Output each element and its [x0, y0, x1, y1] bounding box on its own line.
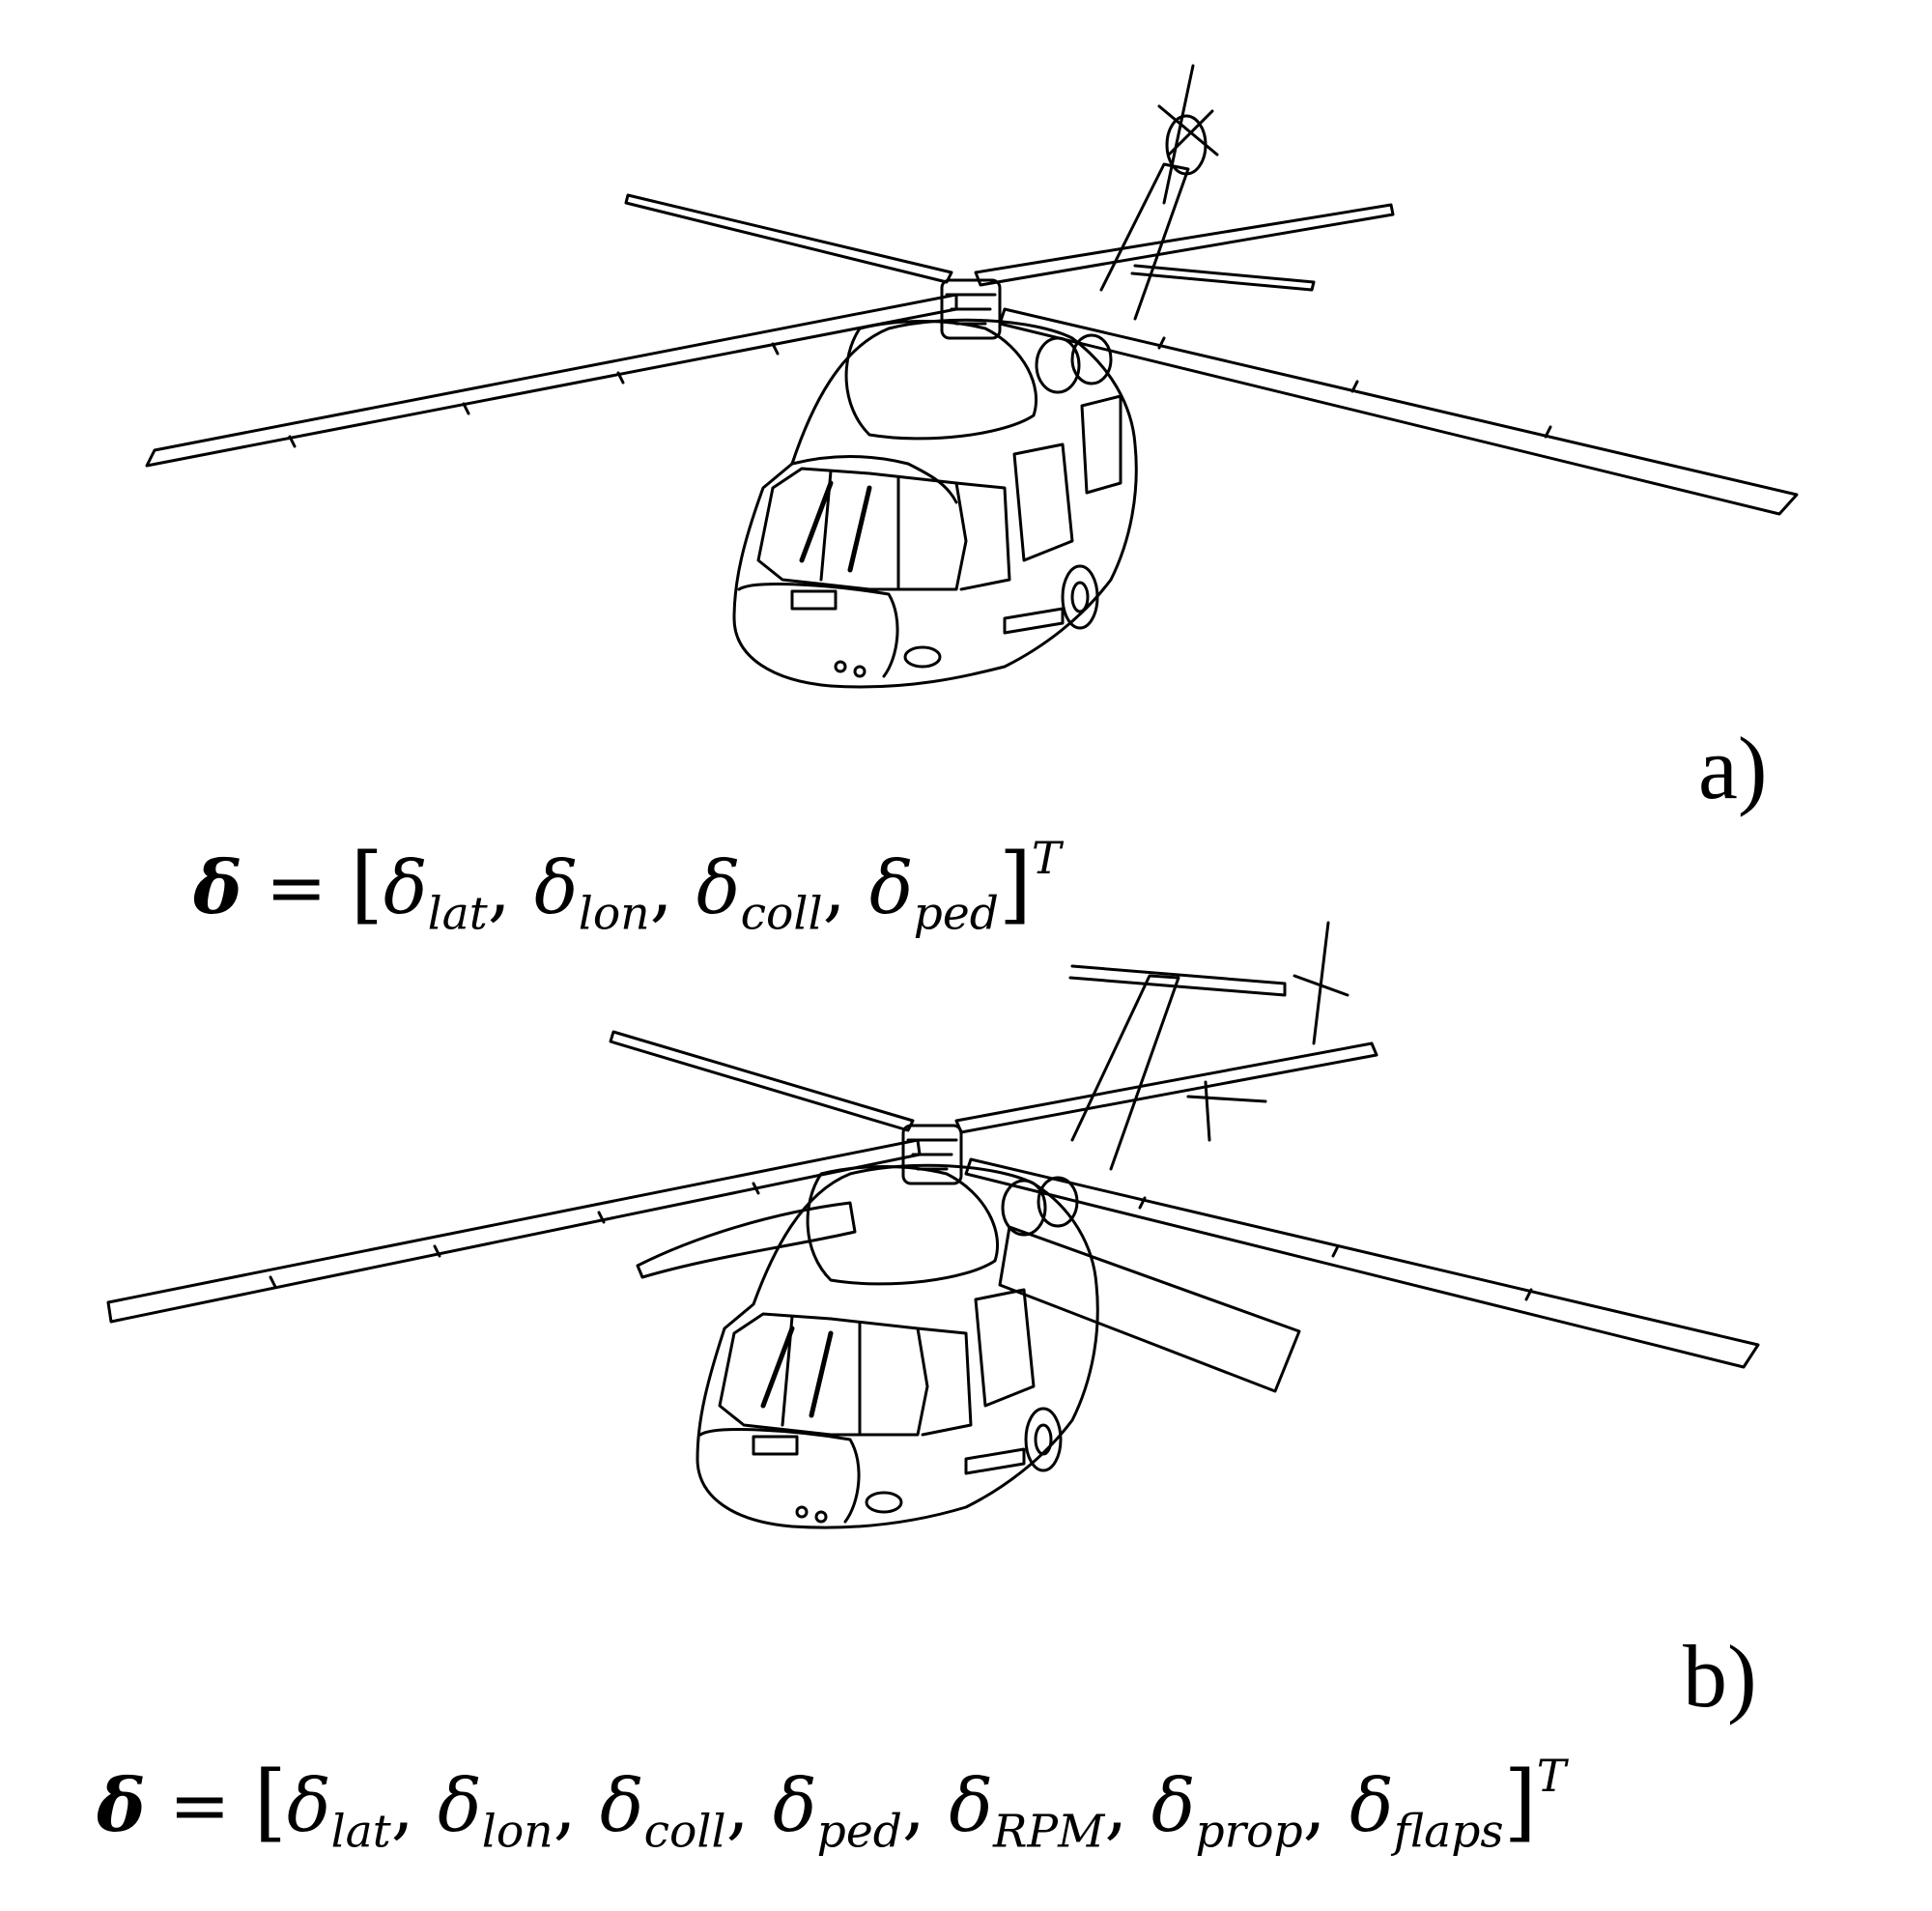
eq-term-symbol: δ	[696, 844, 741, 931]
rotor-blade-a-right-long	[998, 307, 1799, 516]
landing-wheel-a	[1061, 564, 1099, 630]
windscreen-b	[718, 1312, 929, 1437]
tail-rotor-b	[1293, 921, 1350, 1045]
eq-term-subscript: RPM	[992, 1805, 1105, 1859]
nose-b	[698, 1428, 861, 1524]
eq-term-subscript: flaps	[1393, 1805, 1504, 1859]
eq-term-symbol: δ	[949, 1762, 993, 1849]
eq-term: δped	[868, 844, 999, 940]
eq-a-equals: =	[265, 844, 327, 931]
eq-b-close-bracket: ]	[1503, 1753, 1537, 1852]
eq-term: δped	[772, 1762, 902, 1858]
helicopter-b	[106, 921, 1760, 1529]
eq-term-symbol: δ	[1151, 1762, 1196, 1849]
eq-term-symbol: δ	[599, 1762, 644, 1849]
eq-term-subscript: lon	[481, 1805, 554, 1859]
eq-term: δcoll	[696, 844, 823, 940]
windscreen-a	[756, 467, 968, 591]
eq-term-subscript: coll	[740, 887, 823, 941]
rotor-blade-b-right-long	[964, 1157, 1760, 1369]
wing-flap-b-right	[998, 1225, 1301, 1393]
eq-term: δprop	[1151, 1762, 1303, 1858]
eq-b-lhs: δ	[97, 1762, 146, 1849]
eq-term: δRPM	[949, 1762, 1104, 1858]
eq-b-open-bracket: [	[253, 1753, 287, 1852]
engine-intake-a	[1035, 336, 1081, 394]
eq-b-equals: =	[168, 1762, 231, 1849]
rotor-blade-a-back-left	[624, 193, 953, 284]
eq-term-symbol: δ	[438, 1762, 482, 1849]
control-vector-equation-a: δ = [δlat, δlon, δcoll, δped]T	[193, 833, 1061, 941]
eq-term-symbol: δ	[868, 844, 914, 931]
eq-term-symbol: δ	[772, 1762, 817, 1849]
tail-boom-a	[1099, 162, 1190, 321]
eq-b-terms: δlat, δlon, δcoll, δped, δRPM, δprop, δf…	[286, 1762, 1504, 1859]
fuselage-b	[696, 1163, 1099, 1529]
rotor-blade-b-left-long	[106, 1138, 922, 1324]
helicopter-a	[145, 64, 1799, 689]
control-vector-equation-b: δ = [δlat, δlon, δcoll, δped, δRPM, δpro…	[97, 1751, 1566, 1859]
eq-a-transpose: T	[1031, 833, 1062, 884]
eq-a-lhs: δ	[193, 844, 242, 931]
eq-term-symbol: δ	[1349, 1762, 1394, 1849]
eq-term-subscript: ped	[816, 1805, 902, 1859]
panel-label-b: b)	[1683, 1627, 1757, 1726]
eq-a-terms: δlat, δlon, δcoll, δped	[383, 844, 999, 941]
eq-term-subscript: lat	[427, 887, 488, 941]
eq-b-transpose: T	[1536, 1751, 1567, 1802]
eq-term-symbol: δ	[383, 844, 428, 931]
eq-term: δlat	[286, 1762, 391, 1858]
landing-wheel-b	[1024, 1407, 1063, 1472]
wing-flap-b-left	[636, 1201, 857, 1279]
panel-label-a: a)	[1698, 719, 1768, 817]
eq-term-subscript: prop	[1195, 1805, 1303, 1859]
nose-a	[737, 583, 899, 678]
eq-term-subscript: coll	[643, 1805, 726, 1859]
tail-rotor-a	[1157, 64, 1219, 205]
tail-boom-b	[1070, 974, 1180, 1171]
eq-term: δlon	[438, 1762, 554, 1858]
eq-a-open-bracket: [	[350, 835, 384, 934]
eq-term: δlat	[383, 844, 488, 940]
engine-intake-b	[1001, 1179, 1047, 1237]
eq-term: δflaps	[1349, 1762, 1504, 1858]
eq-term: δlon	[534, 844, 650, 940]
rotor-blade-a-left-long	[145, 293, 958, 468]
eq-term-subscript: ped	[913, 887, 999, 941]
fuselage-a	[732, 318, 1138, 689]
rotor-hub-a	[940, 278, 1002, 340]
rotor-blade-b-back-right	[954, 1041, 1378, 1134]
eq-term-subscript: lat	[330, 1805, 391, 1859]
rotor-blade-a-back-right	[974, 203, 1395, 287]
rotor-blade-b-back-left	[609, 1030, 915, 1132]
eq-term-subscript: lon	[578, 887, 650, 941]
eq-term-symbol: δ	[534, 844, 579, 931]
rotor-hub-b	[901, 1124, 963, 1185]
eq-term: δcoll	[599, 1762, 726, 1858]
eq-a-close-bracket: ]	[998, 835, 1032, 934]
eq-term-symbol: δ	[286, 1762, 331, 1849]
